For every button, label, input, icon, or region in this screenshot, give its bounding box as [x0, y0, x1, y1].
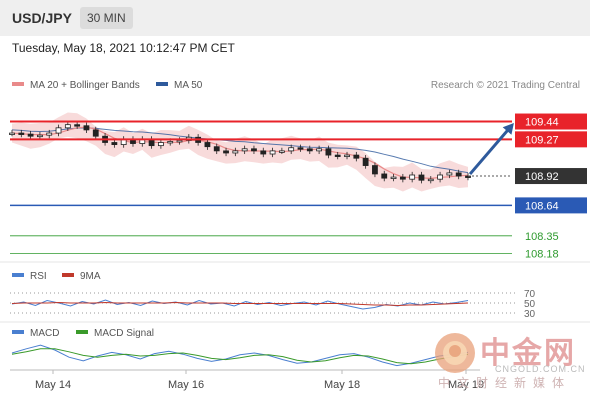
macd-label: MACD: [30, 328, 60, 339]
watermark-text: 中金网: [480, 336, 576, 371]
candle-body: [46, 132, 53, 136]
candle-body: [232, 150, 239, 154]
candle-body: [372, 165, 378, 175]
rsi-level-label: 50: [524, 299, 536, 310]
research-credit: Research © 2021 Trading Central: [430, 80, 580, 91]
candle-body: [390, 176, 397, 179]
candle-body: [288, 147, 295, 152]
candle-body: [18, 132, 25, 135]
timeframe-badge[interactable]: 30 MIN: [80, 7, 133, 29]
cngold-logo-icon: [435, 333, 475, 373]
candle-body: [409, 174, 416, 180]
candle-body: [204, 142, 211, 148]
rsi-ma-line: [11, 301, 469, 307]
candle-body: [213, 146, 220, 152]
candle-body: [223, 150, 229, 154]
candle-body: [446, 172, 453, 176]
candle-body: [278, 150, 285, 153]
rsi-ma-legend: 9MA: [62, 271, 101, 282]
ma50-swatch: [156, 82, 168, 87]
support-2-label: 108.35: [525, 231, 559, 243]
rsi-ma-swatch: [62, 273, 74, 278]
macd-legend: MACD: [12, 328, 59, 339]
pivot-label: 108.92: [525, 171, 559, 183]
rsi-line: [11, 299, 469, 310]
price-legend-ma50: MA 50: [156, 80, 202, 91]
candle-body: [297, 147, 304, 150]
candle-body: [27, 133, 34, 137]
timestamp: Tuesday, May 18, 2021 10:12:47 PM CET: [12, 41, 235, 55]
candle-body: [325, 148, 332, 156]
candle-body: [9, 132, 15, 135]
macd-signal-line: [11, 348, 469, 365]
macd-signal-legend: MACD Signal: [76, 328, 154, 339]
price-legend-ma20: MA 20 + Bollinger Bands: [12, 80, 140, 91]
candle-body: [64, 124, 71, 129]
candle-body: [399, 176, 406, 180]
candle-body: [37, 134, 43, 138]
watermark-url: CNGOLD.COM.CN: [495, 364, 586, 374]
candle-body: [260, 150, 267, 155]
candle-body: [381, 173, 388, 179]
watermark-tagline: 中文财经新媒体: [438, 376, 572, 390]
macd-line: [11, 344, 469, 367]
resistance-1-label: 109.44: [525, 117, 559, 129]
candle-body: [455, 172, 462, 177]
support-3-label: 108.18: [525, 249, 559, 261]
rsi-swatch: [12, 273, 24, 278]
candle-body: [83, 125, 90, 131]
rsi-level-label: 30: [524, 309, 536, 320]
candle-body: [157, 142, 164, 147]
bollinger-band: [12, 112, 468, 192]
projection-arrow-head: [502, 122, 514, 135]
macd-swatch: [12, 330, 24, 335]
ma20-swatch: [12, 82, 24, 87]
candle-body: [353, 154, 360, 159]
time-axis-label: May 16: [168, 379, 204, 391]
candle-body: [241, 148, 248, 152]
candle-body: [111, 142, 118, 145]
candle-body: [306, 148, 313, 152]
candle-body: [418, 174, 425, 181]
candle-body: [437, 174, 443, 180]
ma20-label: MA 20 + Bollinger Bands: [30, 80, 140, 91]
candle-body: [176, 139, 183, 143]
candle-body: [92, 129, 99, 137]
resistance-1-label-bg: [515, 113, 587, 130]
rsi-ma-label: 9MA: [80, 271, 101, 282]
candle-body: [344, 154, 350, 157]
pivot-label-bg: [515, 168, 587, 185]
candle-body: [251, 148, 257, 152]
macd-signal-label: MACD Signal: [94, 328, 155, 339]
rsi-level-label: 70: [524, 289, 536, 300]
time-axis-label: May 14: [35, 379, 71, 391]
candle-body: [316, 148, 323, 152]
time-axis-label: May 19: [448, 379, 484, 391]
ma50-label: MA 50: [174, 80, 203, 91]
candle-body: [269, 150, 276, 155]
candle-body: [362, 157, 369, 166]
candle-body: [334, 154, 341, 157]
candle-body: [167, 141, 174, 144]
symbol-title: USD/JPY: [12, 10, 72, 26]
support-1-label-bg: [515, 197, 587, 214]
candle-body: [427, 178, 434, 182]
projection-arrow: [468, 126, 512, 176]
macd-signal-swatch: [76, 330, 88, 335]
time-axis-label: May 18: [324, 379, 360, 391]
resistance-2-label-bg: [515, 131, 587, 148]
candle-body: [74, 124, 81, 127]
rsi-label: RSI: [30, 271, 47, 282]
rsi-legend: RSI: [12, 271, 47, 282]
resistance-2-label: 109.27: [525, 134, 559, 146]
candle-body: [55, 127, 62, 134]
support-1-label: 108.64: [525, 200, 559, 212]
